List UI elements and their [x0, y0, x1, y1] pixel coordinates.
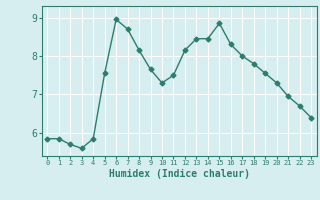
X-axis label: Humidex (Indice chaleur): Humidex (Indice chaleur) [109, 169, 250, 179]
